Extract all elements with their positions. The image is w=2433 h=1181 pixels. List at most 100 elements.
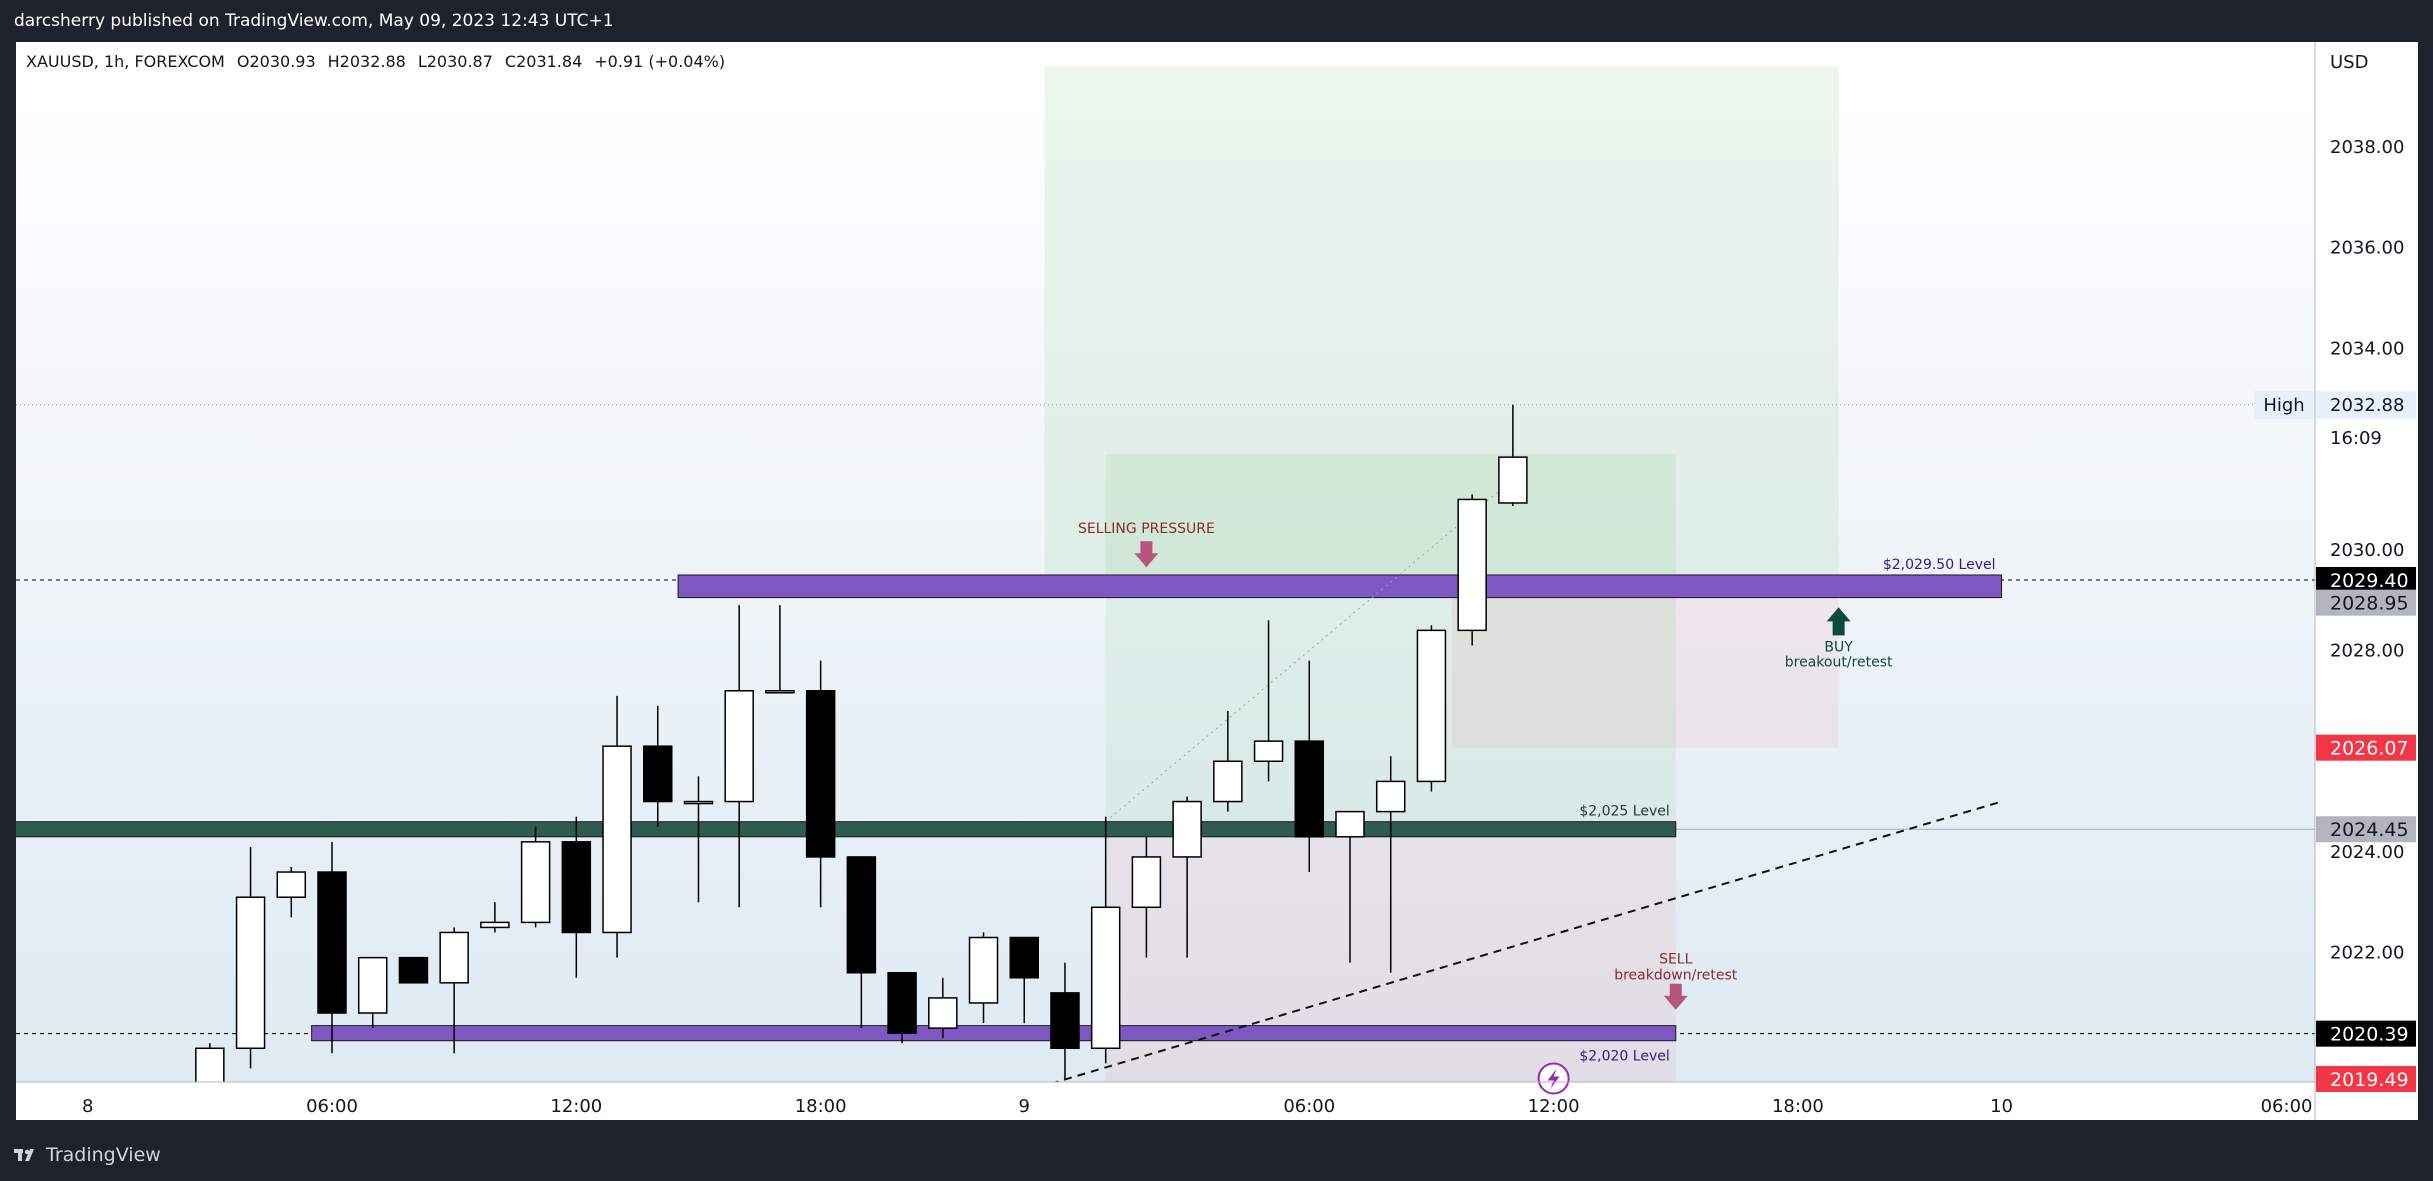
x-tick-label: 10: [1990, 1096, 2013, 1117]
high-price-label: 2032.88: [2330, 395, 2404, 416]
candle-body: [1294, 740, 1325, 838]
ohlc-open: O2030.93: [237, 52, 316, 71]
candle[interactable]: [1050, 962, 1080, 1079]
candle[interactable]: [1498, 404, 1528, 506]
x-tick-label: 18:00: [1772, 1096, 1824, 1117]
price-label-text: 2028.95: [2330, 593, 2409, 615]
candle-body: [928, 997, 958, 1029]
candle[interactable]: [1090, 816, 1121, 1064]
annotation-label: SELL: [1659, 952, 1693, 968]
currency-label: USD: [2330, 52, 2368, 73]
candle-body: [683, 800, 714, 805]
ohlc-symbol-line: XAUUSD, 1h, FOREXCOM: [26, 52, 225, 71]
x-tick-label: 06:00: [2261, 1096, 2313, 1117]
price-label-tag: 2029.40: [2316, 567, 2416, 594]
price-label-tag: 2028.95: [2316, 589, 2416, 616]
candle-body: [317, 871, 347, 1014]
candle-body: [195, 1047, 225, 1082]
candle[interactable]: [968, 932, 999, 1024]
candle[interactable]: [398, 956, 429, 984]
candle[interactable]: [1172, 796, 1202, 958]
arrow-down-icon: [1134, 541, 1159, 568]
candle[interactable]: [317, 841, 347, 1054]
price-label-text: 2026.07: [2330, 738, 2409, 760]
y-tick-label: 2024.00: [2330, 842, 2404, 863]
long-position-target-zone: [1044, 66, 1839, 581]
candle-body: [602, 745, 632, 934]
brand-name: TradingView: [46, 1144, 161, 1166]
publish-header: darcsherry published on TradingView.com,…: [0, 0, 2433, 40]
y-tick-label: 2034.00: [2330, 338, 2404, 359]
footer-bar: TradingView: [0, 1130, 2433, 1181]
high-price-tag: [2316, 390, 2416, 419]
candle-body: [235, 896, 266, 1050]
ohlc-high: H2032.88: [328, 52, 406, 71]
candle[interactable]: [1253, 620, 1284, 782]
candle-body: [1009, 936, 1039, 979]
candle[interactable]: [357, 956, 388, 1029]
arrow-down-icon: [1663, 983, 1688, 1010]
x-tick-label: 12:00: [550, 1096, 602, 1117]
candle[interactable]: [1335, 810, 1365, 963]
tradingview-logo[interactable]: TradingView: [14, 1144, 161, 1166]
price-label-text: 2029.40: [2330, 570, 2409, 592]
candle-body: [1416, 629, 1447, 783]
candle[interactable]: [480, 902, 510, 933]
candle[interactable]: [195, 1043, 225, 1103]
level-zone: [677, 574, 2003, 599]
candle[interactable]: [602, 695, 632, 958]
candle[interactable]: [683, 776, 714, 903]
candle[interactable]: [1375, 756, 1406, 973]
price-label-tag: 2024.45: [2316, 816, 2416, 843]
ohlc-low: L2030.87: [418, 52, 493, 71]
annotation-label: BUY: [1824, 639, 1853, 655]
x-tick-label: 8: [82, 1096, 93, 1117]
zone-label: $2,020 Level: [1579, 1049, 1669, 1065]
candle[interactable]: [1131, 836, 1162, 958]
x-tick-label: 12:00: [1528, 1096, 1580, 1117]
candle[interactable]: [235, 846, 266, 1069]
ohlc-header: XAUUSD, 1h, FOREXCOM O2030.93 H2032.88 L203…: [26, 52, 725, 71]
price-chart[interactable]: $2,029.50 Level $2,025 Level $2,020 Level S…: [0, 0, 2433, 1130]
ohlc-change: +0.91 (+0.04%): [594, 52, 725, 71]
candle[interactable]: [276, 867, 307, 918]
candle[interactable]: [887, 971, 917, 1044]
price-label-text: 2019.49: [2330, 1069, 2409, 1091]
annotation-sublabel: breakout/retest: [1785, 654, 1893, 670]
y-tick-label: 2022.00: [2330, 943, 2404, 964]
candle[interactable]: [724, 605, 754, 908]
publish-info: darcsherry published on TradingView.com,…: [14, 11, 614, 31]
candle[interactable]: [1009, 936, 1039, 1024]
candle[interactable]: [846, 856, 877, 1029]
candle-body: [1172, 800, 1202, 858]
candle[interactable]: [928, 977, 958, 1039]
countdown-tag: [2316, 424, 2416, 451]
annotation-sublabel: breakdown/retest: [1614, 968, 1738, 984]
candle[interactable]: [643, 705, 673, 827]
candle[interactable]: [1416, 625, 1447, 792]
candle[interactable]: [1213, 710, 1243, 812]
candle-body: [1131, 856, 1162, 909]
candle[interactable]: [765, 605, 795, 694]
candle[interactable]: [561, 816, 592, 978]
candle-body: [1253, 740, 1284, 763]
price-label-tag: 2020.39: [2316, 1020, 2416, 1047]
candle-body: [846, 856, 877, 974]
price-label-tag: 2019.49: [2316, 1065, 2416, 1092]
ohlc-close: C2031.84: [505, 52, 582, 71]
high-marker-label: High: [2263, 395, 2304, 416]
annotation-label: SELLING PRESSURE: [1078, 521, 1215, 537]
candle[interactable]: [805, 660, 836, 908]
candle[interactable]: [1457, 494, 1487, 646]
candle-body: [643, 745, 673, 803]
lightning-icon[interactable]: [1537, 1062, 1570, 1095]
candle-body: [439, 931, 469, 984]
tradingview-icon: [14, 1149, 34, 1161]
candle-body: [1050, 992, 1080, 1050]
plot-background: [16, 42, 2315, 1082]
x-tick-label: 06:00: [306, 1096, 358, 1117]
candle[interactable]: [520, 826, 551, 928]
candle-body: [1375, 780, 1406, 813]
candle[interactable]: [439, 927, 469, 1054]
candle[interactable]: [1294, 660, 1325, 873]
